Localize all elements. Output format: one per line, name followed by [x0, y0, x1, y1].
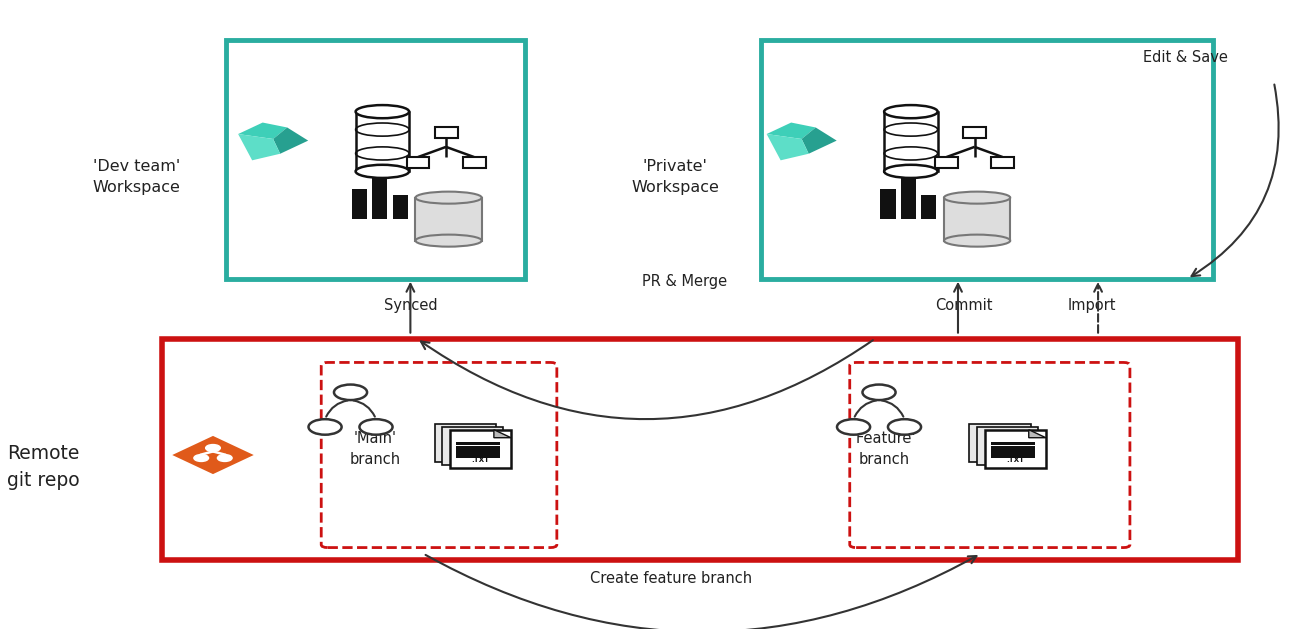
Text: 'Private'
Workspace: 'Private' Workspace: [631, 159, 720, 196]
Circle shape: [205, 445, 221, 452]
Bar: [969, 424, 1030, 462]
Polygon shape: [767, 134, 808, 160]
Text: Remote
git repo: Remote git repo: [8, 444, 80, 490]
Polygon shape: [238, 123, 287, 139]
Text: .TXT: .TXT: [1006, 457, 1024, 463]
Bar: [921, 195, 936, 219]
Ellipse shape: [415, 235, 482, 247]
Polygon shape: [168, 435, 257, 476]
FancyBboxPatch shape: [162, 338, 1238, 560]
Bar: [991, 442, 1036, 445]
Text: 'Feature'
branch: 'Feature' branch: [853, 431, 916, 467]
FancyBboxPatch shape: [226, 40, 525, 279]
Bar: [977, 426, 1038, 465]
Bar: [393, 195, 407, 219]
Bar: [985, 430, 1046, 469]
Ellipse shape: [355, 105, 409, 118]
FancyBboxPatch shape: [850, 362, 1130, 548]
Bar: [944, 198, 1011, 241]
Circle shape: [888, 419, 921, 435]
Bar: [443, 426, 503, 465]
Bar: [435, 424, 496, 462]
Bar: [884, 112, 938, 171]
Bar: [456, 446, 500, 450]
Bar: [355, 112, 409, 171]
Bar: [901, 176, 916, 219]
Bar: [991, 157, 1013, 168]
Text: Synced: Synced: [384, 298, 438, 313]
Bar: [406, 157, 430, 168]
Bar: [991, 454, 1036, 458]
Circle shape: [837, 419, 870, 435]
Polygon shape: [767, 123, 816, 139]
Circle shape: [217, 455, 232, 462]
Bar: [462, 157, 486, 168]
Ellipse shape: [944, 192, 1011, 204]
Bar: [963, 127, 986, 138]
Ellipse shape: [884, 165, 938, 178]
Bar: [372, 176, 388, 219]
Bar: [935, 157, 959, 168]
Bar: [991, 450, 1036, 454]
Polygon shape: [273, 128, 308, 153]
FancyBboxPatch shape: [321, 362, 556, 548]
Circle shape: [308, 419, 342, 435]
Text: Create feature branch: Create feature branch: [590, 571, 752, 586]
Polygon shape: [1029, 430, 1046, 438]
Bar: [456, 454, 500, 458]
Polygon shape: [494, 430, 511, 438]
FancyBboxPatch shape: [760, 40, 1213, 279]
Circle shape: [334, 384, 367, 400]
Text: Commit: Commit: [935, 298, 993, 313]
Circle shape: [359, 419, 393, 435]
Bar: [435, 127, 457, 138]
Bar: [449, 430, 511, 469]
Text: Edit & Save: Edit & Save: [1143, 50, 1228, 65]
Bar: [456, 450, 500, 454]
Text: 'Main'
branch: 'Main' branch: [349, 431, 400, 467]
Text: Import: Import: [1067, 298, 1115, 313]
Circle shape: [193, 455, 209, 462]
Ellipse shape: [355, 165, 409, 178]
Bar: [991, 446, 1036, 450]
Text: .TXT: .TXT: [471, 457, 490, 463]
Bar: [456, 442, 500, 445]
Bar: [351, 189, 367, 219]
Circle shape: [862, 384, 896, 400]
Polygon shape: [802, 128, 837, 153]
Text: PR & Merge: PR & Merge: [641, 274, 726, 289]
Ellipse shape: [415, 192, 482, 204]
Polygon shape: [238, 134, 281, 160]
Text: 'Dev team'
Workspace: 'Dev team' Workspace: [93, 159, 180, 196]
Ellipse shape: [884, 105, 938, 118]
Bar: [880, 189, 896, 219]
Ellipse shape: [944, 235, 1011, 247]
Bar: [415, 198, 482, 241]
